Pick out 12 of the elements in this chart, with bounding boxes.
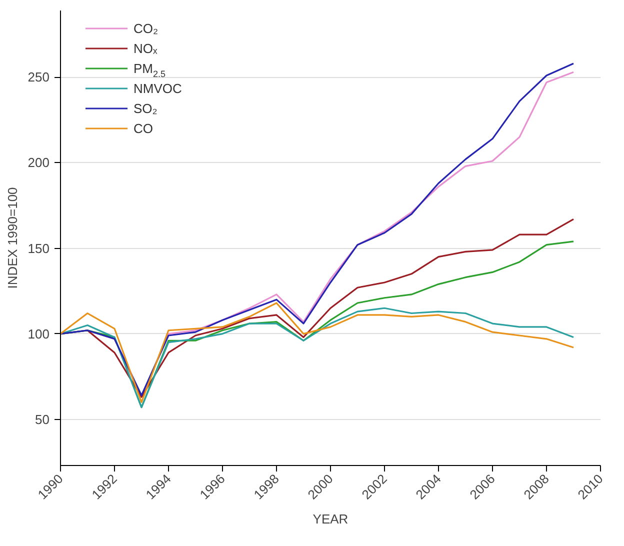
y-tick-label: 50	[35, 412, 50, 427]
legend-label: CO	[134, 121, 153, 136]
legend-label: SO₂	[134, 101, 158, 116]
legend-label: NMVOC	[134, 81, 182, 96]
y-tick-label: 100	[28, 326, 50, 342]
y-tick-label: 200	[28, 155, 50, 170]
legend-label: NOₓ	[134, 41, 158, 56]
legend-label: CO₂	[134, 21, 158, 36]
y-axis-title: INDEX 1990=100	[4, 187, 20, 289]
y-tick-label: 150	[28, 240, 50, 256]
x-axis-title: YEAR	[312, 511, 348, 526]
y-tick-label: 250	[28, 70, 50, 85]
